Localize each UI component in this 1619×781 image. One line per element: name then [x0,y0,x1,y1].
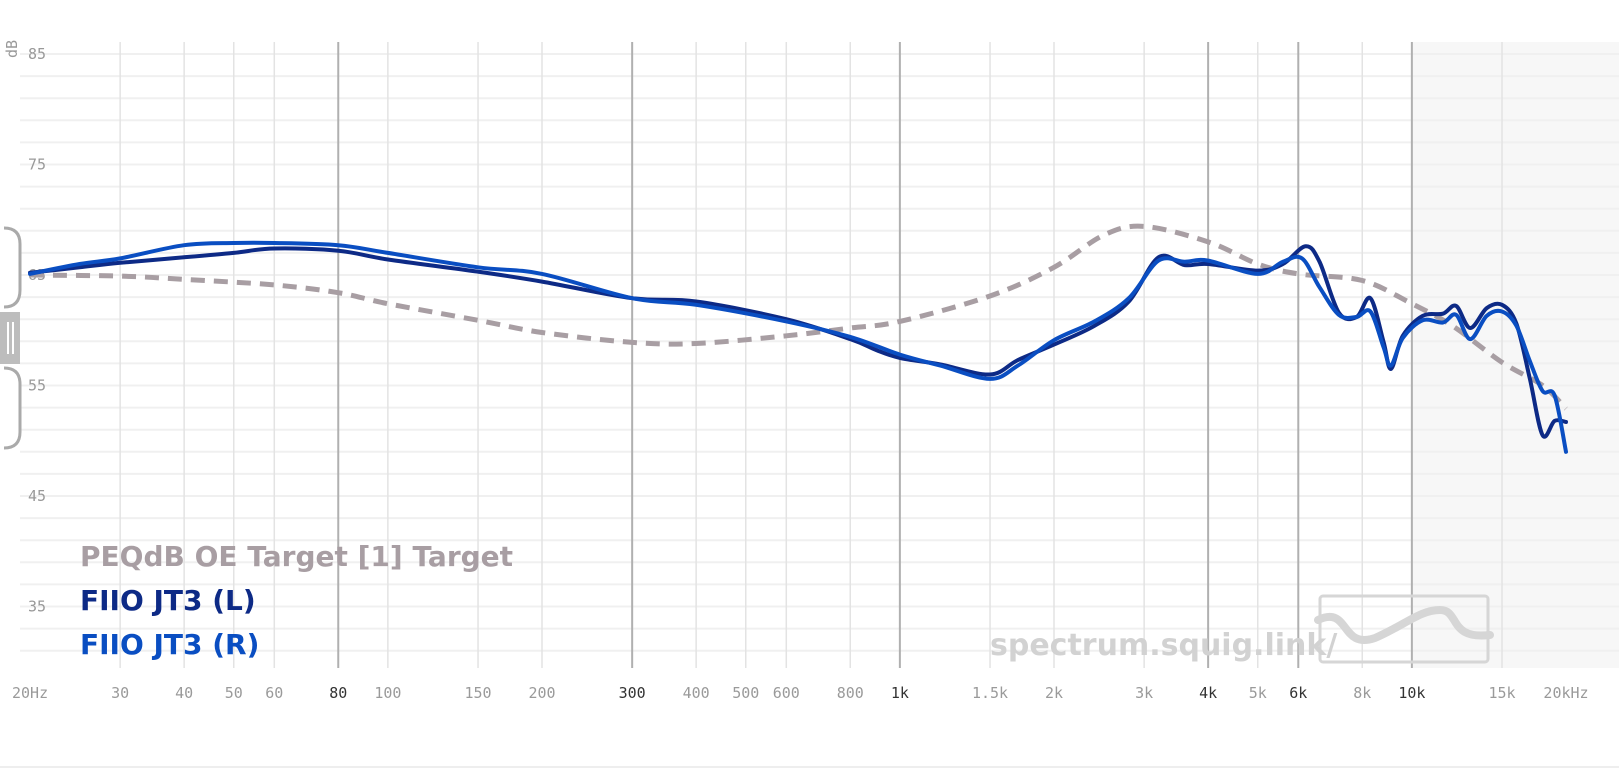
x-tick-label: 20Hz [12,684,48,702]
legend-right-channel[interactable]: FIIO JT3 (R) [80,628,259,661]
x-tick-label: 30 [111,684,129,702]
y-tick-label: 55 [28,377,46,395]
x-tick-label: 40 [175,684,193,702]
x-tick-label: 3k [1135,684,1153,702]
x-tick-label: 5k [1249,684,1267,702]
high-frequency-shaded-region [1411,42,1619,668]
x-tick-label: 200 [528,684,555,702]
y-axis-label: dB [3,40,21,58]
x-axis-ticks: 20Hz 30 40 50 60 80 100 150 200 300 400 500 600 800 1k… [12,684,1589,702]
x-tick-label: 80 [329,684,347,702]
y-tick-label: 45 [28,487,46,505]
x-tick-label: 300 [619,684,646,702]
vertical-grid [119,42,1503,668]
squiglink-logo [1314,594,1494,664]
x-tick-label: 4k [1199,684,1217,702]
x-tick-label: 800 [837,684,864,702]
bottom-divider [0,766,1619,768]
x-tick-label: 150 [464,684,491,702]
x-tick-label: 20kHz [1543,684,1588,702]
x-tick-label: 1.5k [972,684,1008,702]
legend-left-channel[interactable]: FIIO JT3 (L) [80,584,256,617]
horizontal-grid [20,53,1619,652]
x-tick-label: 15k [1488,684,1515,702]
x-tick-label: 10k [1398,684,1425,702]
x-tick-label: 2k [1045,684,1063,702]
legend-target[interactable]: PEQdB OE Target [1] Target [80,540,513,573]
watermark-text: spectrum.squig.link/ [990,628,1337,663]
x-tick-label: 8k [1353,684,1371,702]
x-tick-label: 500 [732,684,759,702]
x-tick-label: 50 [225,684,243,702]
y-tick-label: 35 [28,598,46,616]
y-tick-label: 85 [28,45,46,63]
graph-resize-handle[interactable] [0,226,22,450]
target-curve [29,223,1568,411]
x-tick-label: 1k [891,684,909,702]
x-tick-label: 600 [773,684,800,702]
left-channel-curve [28,244,1568,439]
x-tick-label: 6k [1289,684,1307,702]
x-tick-label: 100 [374,684,401,702]
x-tick-label: 400 [683,684,710,702]
right-channel-curve [28,240,1568,454]
curves [28,223,1568,454]
y-tick-label: 75 [28,156,46,174]
x-tick-label: 60 [265,684,283,702]
